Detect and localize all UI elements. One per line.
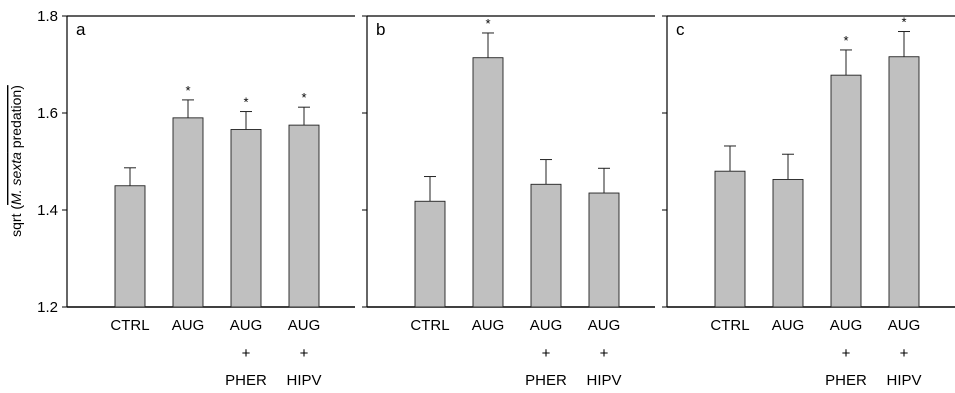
category-label: HIPV: [586, 372, 621, 389]
y-tick-label: 1.8: [37, 8, 58, 25]
bar-c-2: [772, 178, 804, 308]
bar-a-1: [114, 185, 146, 308]
category-label: +: [542, 345, 551, 362]
significance-marker: *: [185, 83, 190, 98]
category-label: CTRL: [710, 317, 749, 334]
bar-b-2: [472, 57, 504, 308]
category-label: HIPV: [286, 372, 321, 389]
significance-marker: *: [243, 95, 248, 110]
y-tick-label: 1.4: [37, 202, 58, 219]
y-label-suffix: predation): [8, 85, 24, 152]
category-label: +: [900, 345, 909, 362]
category-label: PHER: [525, 372, 567, 389]
category-label: HIPV: [886, 372, 921, 389]
category-label: AUG: [888, 317, 921, 334]
y-tick-label: 1.6: [37, 105, 58, 122]
category-label: CTRL: [110, 317, 149, 334]
bar-a-2: [172, 117, 204, 308]
category-label: +: [300, 345, 309, 362]
y-axis-label: sqrt (M. sexta predation): [8, 85, 24, 237]
category-label: PHER: [825, 372, 867, 389]
panel-b: b CTRL * AUG AUG + PHER AUG + HIPV: [362, 15, 655, 389]
significance-marker: *: [485, 16, 490, 31]
panel-c: c CTRL AUG * AUG + PHER * AUG + HIPV: [662, 15, 955, 389]
bar-c-1: [714, 170, 746, 308]
panel-letter: b: [376, 20, 385, 39]
category-label: AUG: [588, 317, 621, 334]
category-label: AUG: [230, 317, 263, 334]
bar-a-3: [230, 129, 262, 308]
category-label: +: [600, 345, 609, 362]
category-label: AUG: [772, 317, 805, 334]
category-label: AUG: [172, 317, 205, 334]
panel-a: 1.2 1.4 1.6 1.8 a CTRL * AUG * AUG + PHER * AUG + HIPV: [37, 8, 355, 389]
y-label-species: M. sexta: [8, 152, 24, 205]
chart-panels: 1.21.41.61.8aCTRL*AUG*AUG+PHER*AUG+HIPVb…: [37, 8, 955, 389]
panel-letter: a: [76, 20, 86, 39]
bar-c-4: [888, 56, 920, 308]
category-label: +: [842, 345, 851, 362]
y-axis-label-text: sqrt (M. sexta predation): [8, 85, 24, 237]
category-label: AUG: [288, 317, 321, 334]
bar-c-3: [830, 74, 862, 308]
significance-marker: *: [301, 90, 306, 105]
y-tick-label: 1.2: [37, 299, 58, 316]
bar-a-4: [288, 124, 320, 308]
category-label: AUG: [530, 317, 563, 334]
category-label: CTRL: [410, 317, 449, 334]
category-label: AUG: [472, 317, 505, 334]
y-label-prefix: sqrt (: [8, 205, 24, 237]
bar-b-1: [414, 200, 446, 308]
significance-marker: *: [843, 33, 848, 48]
bar-b-4: [588, 192, 620, 308]
category-label: AUG: [830, 317, 863, 334]
category-label: PHER: [225, 372, 267, 389]
panel-letter: c: [676, 20, 685, 39]
significance-marker: *: [901, 15, 906, 30]
bar-b-3: [530, 183, 562, 308]
category-label: +: [242, 345, 251, 362]
